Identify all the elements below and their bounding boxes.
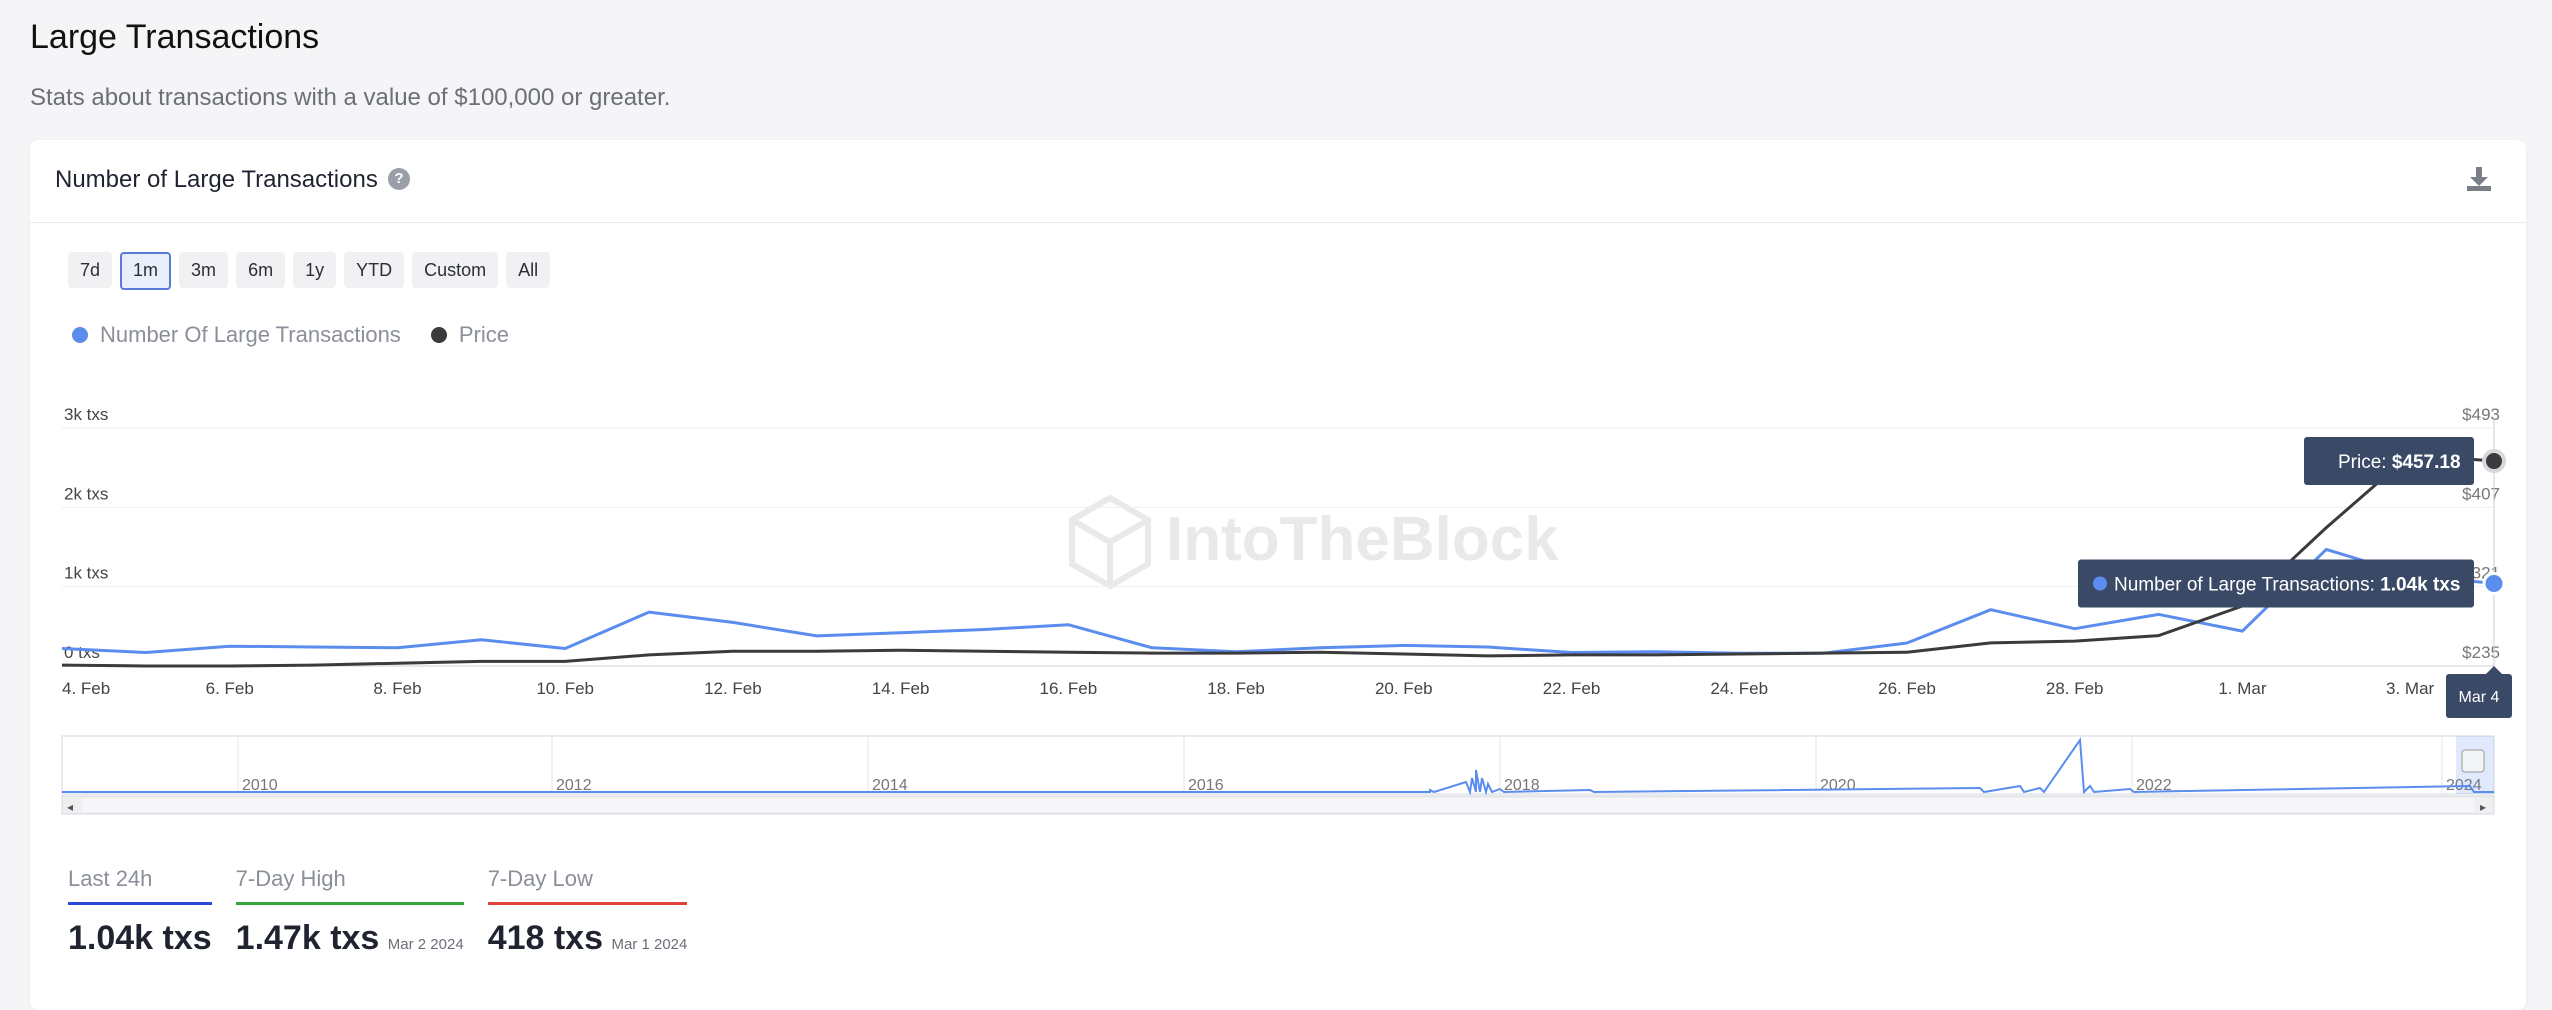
range-button-1y[interactable]: 1y <box>293 252 337 288</box>
legend-dot-transactions <box>72 327 88 343</box>
tooltip-value: 1.04k txs <box>2380 574 2460 595</box>
x-tick-label: 14. Feb <box>872 679 930 698</box>
x-tick-label: 1. Mar <box>2218 679 2267 698</box>
download-icon[interactable] <box>2464 164 2494 194</box>
tooltip-value: $457.18 <box>2392 452 2461 473</box>
stat-value: 1.04k txs <box>68 919 212 957</box>
chart-legend: Number Of Large Transactions Price <box>72 322 509 348</box>
x-tick-label: 10. Feb <box>536 679 594 698</box>
tooltip-text: Price: $457.18 <box>2338 452 2461 473</box>
date-tooltip: Mar 4 <box>2446 666 2512 718</box>
date-tooltip-text: Mar 4 <box>2459 689 2500 706</box>
stat-value: 418 txs <box>487 919 604 957</box>
transactions-tooltip: Number of Large Transactions: 1.04k txs <box>2078 559 2474 608</box>
time-range-selector: 7d 1m 3m 6m 1y YTD Custom All <box>68 252 551 290</box>
y-left-tick-label: 0 txs <box>64 643 100 662</box>
navigator[interactable]: 20102012201420162018202020222024◂▸ <box>61 735 2495 815</box>
stat-date: Mar 2 2024 <box>387 936 464 953</box>
chart-area: IntoTheBlock 0 txs 1k txs 2k txs 3k txs $23… <box>61 405 2512 815</box>
range-button-custom[interactable]: Custom <box>412 252 499 288</box>
x-tick-label: 26. Feb <box>1878 679 1936 698</box>
tooltip-box <box>2304 437 2474 486</box>
stat-date: Mar 1 2024 <box>611 936 688 953</box>
navigator-year-label: 2014 <box>872 777 908 794</box>
card-header: Number of Large Transactions ? <box>30 140 2526 223</box>
date-tooltip-box <box>2446 674 2512 718</box>
navigator-year-label: 2022 <box>2136 777 2172 794</box>
x-tick-label: 16. Feb <box>1040 679 1098 698</box>
chart-series <box>61 418 2506 668</box>
y-right-tick-label: $493 <box>2462 405 2500 424</box>
navigator-year-label: 2016 <box>1188 777 1224 794</box>
page-subtitle: Stats about transactions with a value of… <box>30 84 671 111</box>
price-tooltip: Price: $457.18 <box>2304 437 2474 486</box>
stat-label: Last 24h <box>68 866 212 905</box>
navigator-year-label: 2010 <box>242 777 278 794</box>
y-left-tick-label: 1k txs <box>64 564 108 583</box>
stats-row: Last 24h 1.04k txs 7-Day High 1.47k txs … <box>68 866 688 958</box>
stat-last-24h: Last 24h 1.04k txs <box>68 866 212 958</box>
stat-label: 7-Day High <box>235 866 464 905</box>
navigator-year-label: 2020 <box>1820 777 1856 794</box>
range-button-3m[interactable]: 3m <box>179 252 229 288</box>
y-right-tick-label: $407 <box>2462 484 2500 503</box>
range-button-all[interactable]: All <box>506 252 551 288</box>
x-tick-label: 24. Feb <box>1710 679 1768 698</box>
legend-item-transactions[interactable]: Number Of Large Transactions <box>72 322 401 348</box>
x-tick-label: 22. Feb <box>1543 679 1601 698</box>
range-button-ytd[interactable]: YTD <box>344 252 405 288</box>
range-button-7d[interactable]: 7d <box>68 252 113 288</box>
stat-7day-low: 7-Day Low 418 txs Mar 1 2024 <box>487 866 688 958</box>
legend-label-transactions: Number Of Large Transactions <box>100 322 401 347</box>
stat-value: 1.47k txs <box>235 919 380 957</box>
scroll-left-icon: ◂ <box>67 800 73 814</box>
date-tooltip-pointer <box>2486 666 2502 674</box>
x-tick-label: 28. Feb <box>2046 679 2104 698</box>
help-icon[interactable]: ? <box>388 168 410 190</box>
tooltip-text: Number of Large Transactions: 1.04k txs <box>2114 574 2460 595</box>
legend-dot-price <box>430 327 447 343</box>
navigator-series-line <box>62 737 2494 796</box>
range-button-1m[interactable]: 1m <box>120 252 172 290</box>
scroll-right-icon: ▸ <box>2480 800 2486 814</box>
stat-label: 7-Day Low <box>487 866 688 905</box>
transactions-point-marker <box>2482 571 2506 595</box>
legend-label-price: Price <box>458 322 509 347</box>
scrollbar-thumb <box>82 798 2474 812</box>
chart-card: Number of Large Transactions ? 7d 1m 3m … <box>30 140 2526 1010</box>
tooltip-box <box>2078 559 2474 608</box>
watermark-logo: IntoTheBlock <box>1069 494 1559 590</box>
x-tick-label: 8. Feb <box>373 679 421 698</box>
x-axis: 4. Feb 6. Feb 8. Feb 10. Feb 12. Feb 14. Feb 1… <box>62 679 2435 698</box>
card-title: Number of Large Transactions <box>55 166 378 193</box>
stat-7day-high: 7-Day High 1.47k txs Mar 2 2024 <box>235 866 464 958</box>
y-left-tick-label: 2k txs <box>64 484 108 503</box>
tooltip-label: Price: <box>2338 452 2392 473</box>
page-title: Large Transactions <box>30 18 320 56</box>
x-tick-label: 3. Mar <box>2386 679 2435 698</box>
watermark-text: IntoTheBlock <box>1166 505 1559 574</box>
y-right-tick-label: $235 <box>2462 643 2500 662</box>
navigator-year-label: 2012 <box>556 777 592 794</box>
tooltips: Price: $457.18 Number of Large Transactio… <box>2078 437 2512 718</box>
navigator-frame <box>61 735 2495 795</box>
navigator-year-label: 2018 <box>1504 777 1540 794</box>
series-line-transactions <box>61 547 2495 655</box>
x-tick-label: 4. Feb <box>62 679 110 698</box>
price-point-marker <box>2482 449 2506 474</box>
x-tick-label: 12. Feb <box>704 679 762 698</box>
y-left-tick-label: 3k txs <box>64 405 108 424</box>
y-axis-left: 0 txs 1k txs 2k txs 3k txs <box>64 405 108 662</box>
navigator-handle <box>2461 749 2485 773</box>
x-tick-label: 6. Feb <box>206 679 254 698</box>
tooltip-label: Number of Large Transactions: <box>2114 574 2380 595</box>
legend-item-price[interactable]: Price <box>430 322 509 348</box>
x-tick-label: 18. Feb <box>1207 679 1265 698</box>
tooltip-dot <box>2093 576 2107 591</box>
range-button-6m[interactable]: 6m <box>236 252 286 288</box>
series-line-price <box>61 453 2495 668</box>
x-tick-label: 20. Feb <box>1375 679 1433 698</box>
